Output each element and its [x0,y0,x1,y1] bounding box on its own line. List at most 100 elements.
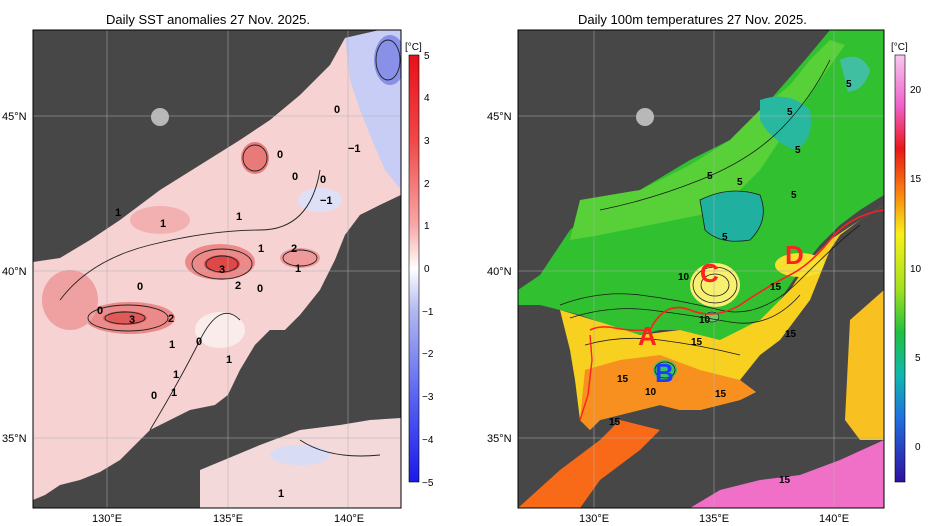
left-cool-patch [298,188,342,212]
svg-text:1: 1 [226,354,232,366]
svg-text:0: 0 [915,442,921,453]
svg-text:3: 3 [129,314,135,326]
svg-text:5: 5 [846,79,852,90]
svg-text:1: 1 [115,207,121,219]
right-region-markers: A B C D [638,240,804,388]
svg-text:−5: −5 [422,478,434,489]
right-island [636,108,654,126]
svg-text:15: 15 [779,475,791,486]
svg-text:2: 2 [424,179,430,190]
left-lat-label: 40°N [2,266,27,278]
left-contours [59,39,401,457]
left-lon-label: 130°E [92,513,122,525]
left-japan-land [200,195,401,420]
right-cold-eddy [653,360,677,380]
svg-text:10: 10 [678,272,690,283]
svg-text:10: 10 [699,315,711,326]
svg-text:5: 5 [722,232,728,243]
svg-text:−2: −2 [422,349,434,360]
svg-text:3: 3 [219,264,225,276]
svg-text:0: 0 [277,149,283,161]
region-marker-a: A [638,321,657,351]
svg-text:5: 5 [791,190,797,201]
svg-text:15: 15 [691,337,703,348]
right-lon-label: 135°E [699,513,729,525]
left-warm-core [103,311,147,325]
right-front-line [579,334,593,421]
left-lon-label: 135°E [213,513,243,525]
svg-text:5: 5 [795,145,801,156]
right-pacific-pink [690,440,884,508]
svg-text:15: 15 [785,329,797,340]
left-warm-patch [241,142,269,174]
right-cold-patch [840,56,870,92]
svg-text:−1: −1 [348,143,361,155]
region-marker-d: D [785,240,804,270]
svg-text:1: 1 [160,218,166,230]
svg-text:2: 2 [168,313,174,325]
right-map-title: Daily 100m temperatures 27 Nov. 2025. [578,12,807,27]
left-colorbar-unit: [°C] [405,42,422,53]
svg-text:5: 5 [707,171,713,182]
right-front-line [589,209,884,332]
svg-text:3: 3 [424,136,430,147]
left-cool-core [374,35,401,85]
svg-text:15: 15 [910,174,922,185]
svg-text:0: 0 [97,305,103,317]
svg-text:10: 10 [910,264,922,275]
svg-text:10: 10 [645,387,657,398]
svg-text:0: 0 [151,390,157,402]
svg-text:15: 15 [770,282,782,293]
svg-text:1: 1 [171,387,177,399]
svg-text:1: 1 [169,339,175,351]
right-lat-label: 35°N [487,433,512,445]
svg-text:2: 2 [235,280,241,292]
left-warm-patch [280,248,320,268]
svg-text:0: 0 [137,281,143,293]
svg-text:15: 15 [715,389,727,400]
svg-text:5: 5 [737,177,743,188]
right-lon-label: 130°E [579,513,609,525]
svg-text:20: 20 [910,85,922,96]
svg-text:0: 0 [334,104,340,116]
svg-text:0: 0 [320,174,326,186]
right-lon-label: 140°E [819,513,849,525]
svg-text:1: 1 [424,221,430,232]
right-japan-land [740,205,884,395]
svg-text:5: 5 [787,107,793,118]
svg-text:1: 1 [278,488,284,500]
svg-text:1: 1 [173,369,179,381]
svg-text:0: 0 [424,264,430,275]
svg-text:15: 15 [617,374,629,385]
svg-text:−4: −4 [422,435,434,446]
right-colorbar-unit: [°C] [891,42,908,53]
left-map-frame [32,29,402,509]
left-warm-core [204,255,240,273]
left-island [151,108,169,126]
svg-text:−1: −1 [422,307,434,318]
left-lat-label: 45°N [2,111,27,123]
svg-text:2: 2 [291,243,297,255]
left-colorbar: [°C] 5 4 3 2 1 0 −1 −2 −3 −4 −5 [405,42,434,489]
svg-text:5: 5 [424,51,430,62]
left-map-area: 0 −1 1 1 1 0 0 0 −1 1 2 1 3 2 0 0 0 3 2 … [33,30,401,508]
svg-text:5: 5 [915,353,921,364]
left-grid [33,30,401,508]
left-warm-patch [42,270,98,330]
left-axis-labels: 45°N 40°N 35°N 130°E 135°E 140°E [2,111,364,525]
right-map-area: 5 5 5 5 5 5 5 10 10 10 15 15 15 15 15 15… [518,30,884,508]
right-east-warm [845,290,884,440]
right-lat-label: 45°N [487,111,512,123]
region-marker-c: C [700,258,719,288]
left-lat-label: 35°N [2,433,27,445]
right-cold-patch [700,191,764,242]
left-neutral-patch [195,312,245,348]
svg-text:15: 15 [609,417,621,428]
right-orange-zone [580,355,760,430]
right-lat-label: 40°N [487,266,512,278]
svg-text:0: 0 [292,171,298,183]
left-warm-patch [130,206,190,234]
svg-text:0: 0 [196,336,202,348]
left-lon-label: 140°E [334,513,364,525]
left-map-title: Daily SST anomalies 27 Nov. 2025. [106,12,311,27]
